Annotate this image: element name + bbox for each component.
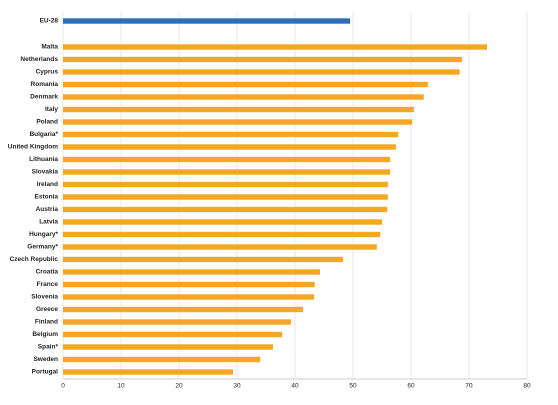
y-tick-label: Ireland bbox=[37, 181, 58, 188]
x-tick-label: 50 bbox=[349, 383, 357, 390]
y-tick-label: Malta bbox=[41, 44, 58, 51]
bar bbox=[63, 131, 399, 138]
y-tick-label: Cyprus bbox=[36, 69, 59, 76]
bar bbox=[63, 169, 391, 175]
x-tick-label: 40 bbox=[291, 383, 299, 390]
y-tick-label: Germany* bbox=[27, 244, 58, 251]
y-tick-label: Czech Republic bbox=[10, 256, 59, 263]
bar bbox=[63, 156, 391, 163]
y-tick-label: Spain* bbox=[38, 344, 59, 351]
x-tick-label: 60 bbox=[407, 383, 415, 390]
y-tick-label: Sweden bbox=[33, 356, 58, 363]
x-tick-label: 20 bbox=[175, 383, 183, 390]
y-tick-label: Greece bbox=[36, 306, 58, 313]
y-tick-label: Estonia bbox=[35, 194, 59, 201]
y-tick-label: Bulgaria* bbox=[29, 131, 58, 138]
bar bbox=[63, 206, 388, 213]
y-tick-label: Denmark bbox=[30, 94, 58, 101]
bar bbox=[63, 256, 344, 263]
bar bbox=[63, 144, 396, 150]
bar bbox=[63, 69, 460, 75]
y-tick-label: Slovakia bbox=[32, 169, 59, 176]
bar bbox=[63, 56, 463, 63]
bar bbox=[63, 369, 233, 375]
y-tick-label: Finland bbox=[35, 319, 58, 326]
y-tick-label: EU-28 bbox=[40, 18, 59, 25]
y-tick-label: United Kingdom bbox=[8, 144, 58, 151]
x-tick-label: 80 bbox=[523, 383, 531, 390]
bar bbox=[63, 94, 424, 100]
y-tick-label: Hungary* bbox=[29, 231, 58, 238]
y-tick-label: Croatia bbox=[36, 269, 59, 276]
bar bbox=[63, 306, 304, 313]
y-tick-label: Portugal bbox=[32, 369, 59, 376]
bar bbox=[63, 319, 291, 325]
y-tick-label: Austria bbox=[36, 206, 59, 213]
bar bbox=[63, 269, 320, 275]
bar bbox=[63, 356, 261, 363]
bar bbox=[63, 44, 487, 50]
bar bbox=[63, 219, 382, 225]
bar bbox=[63, 231, 381, 238]
y-tick-label: France bbox=[37, 281, 59, 288]
y-tick-label: Belgium bbox=[32, 331, 58, 338]
bar bbox=[63, 81, 428, 88]
y-tick-label: Italy bbox=[45, 106, 58, 113]
y-tick-label: Slovenia bbox=[31, 294, 58, 301]
bar bbox=[63, 194, 388, 200]
x-tick-label: 30 bbox=[233, 383, 241, 390]
y-tick-label: Netherlands bbox=[20, 56, 58, 63]
x-tick-label: 0 bbox=[61, 383, 65, 390]
x-tick-label: 70 bbox=[465, 383, 473, 390]
bar bbox=[63, 344, 273, 350]
bar bbox=[63, 244, 377, 250]
y-tick-label: Lithuania bbox=[29, 156, 58, 163]
bar bbox=[63, 281, 315, 288]
bar bbox=[63, 119, 413, 125]
bar bbox=[63, 181, 388, 188]
y-tick-label: Romania bbox=[31, 81, 59, 88]
bar bbox=[63, 294, 315, 300]
y-tick-label: Poland bbox=[36, 119, 58, 126]
bar bbox=[63, 106, 414, 113]
bar bbox=[63, 18, 351, 24]
y-tick-label: Latvia bbox=[39, 219, 58, 226]
bar bbox=[63, 331, 283, 338]
x-tick-label: 10 bbox=[117, 383, 125, 390]
